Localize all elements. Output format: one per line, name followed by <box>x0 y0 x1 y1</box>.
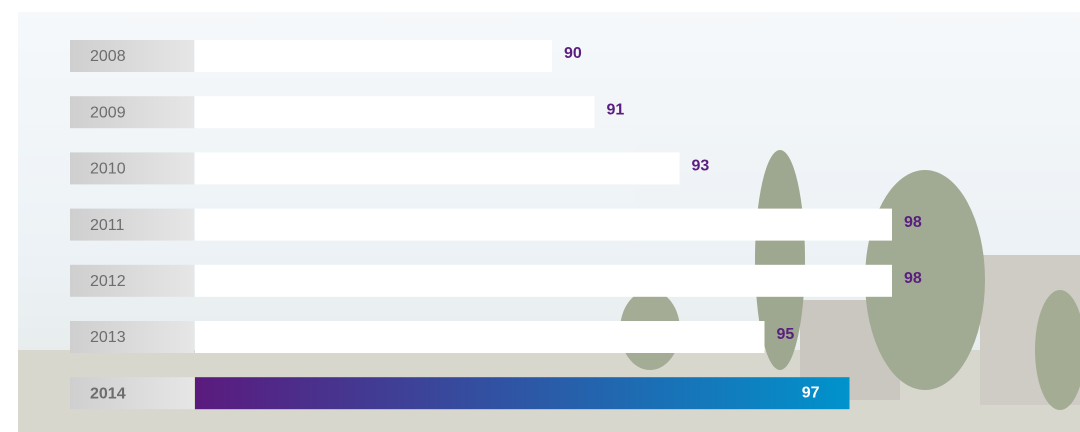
bar <box>195 152 680 185</box>
bar <box>195 321 765 353</box>
y-tick-label: 2012 <box>90 273 126 290</box>
year-tab <box>70 264 194 297</box>
year-tab <box>70 152 194 185</box>
y-tick-label: 2011 <box>90 217 125 234</box>
value-label: 98 <box>904 270 922 287</box>
value-label: 95 <box>777 326 795 343</box>
value-label: 98 <box>904 214 922 231</box>
background-photo <box>18 12 1080 432</box>
value-label: 93 <box>692 158 710 175</box>
bar <box>195 208 892 241</box>
year-tab <box>70 40 194 72</box>
bar <box>195 264 892 297</box>
y-tick-label: 2010 <box>90 161 126 178</box>
y-tick-label: 2014 <box>90 385 126 402</box>
value-label: 90 <box>564 45 582 62</box>
value-label: 97 <box>802 384 820 401</box>
value-label: 91 <box>607 101 625 118</box>
y-tick-label: 2009 <box>90 104 126 121</box>
y-tick-label: 2013 <box>90 329 126 346</box>
year-tab <box>70 208 194 241</box>
bar <box>195 377 850 410</box>
year-tab <box>70 96 194 129</box>
year-tab <box>70 377 194 410</box>
y-tick-label: 2008 <box>90 48 126 65</box>
bar <box>195 96 595 129</box>
year-tab <box>70 321 194 353</box>
bar <box>195 40 552 72</box>
